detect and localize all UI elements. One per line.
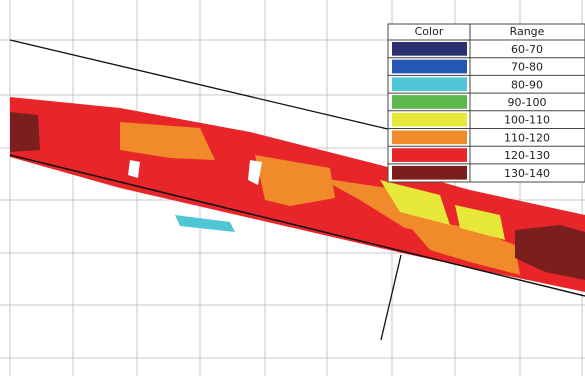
color-swatch <box>392 130 467 145</box>
color-swatch <box>392 42 467 56</box>
range-label: 100-110 <box>504 114 550 127</box>
color-swatch <box>392 165 467 180</box>
range-label: 90-100 <box>508 96 547 109</box>
color-swatch <box>392 59 467 74</box>
range-label: 110-120 <box>504 131 550 144</box>
range-label: 80-90 <box>511 78 543 91</box>
legend-header: Range <box>510 25 545 38</box>
survey-band <box>10 97 585 292</box>
range-label: 60-70 <box>511 43 543 56</box>
boundary-lines <box>9 39 585 341</box>
range-label: 70-80 <box>511 61 543 74</box>
color-swatch <box>392 148 467 162</box>
color-swatch <box>392 112 467 127</box>
color-swatch <box>392 77 467 92</box>
legend: Color Range 60-70 70-80 80-90 90-100 100-110… <box>387 23 585 183</box>
color-swatch <box>392 95 467 109</box>
legend-header: Color <box>415 25 444 38</box>
range-label: 120-130 <box>504 149 550 162</box>
range-label: 130-140 <box>504 167 550 180</box>
